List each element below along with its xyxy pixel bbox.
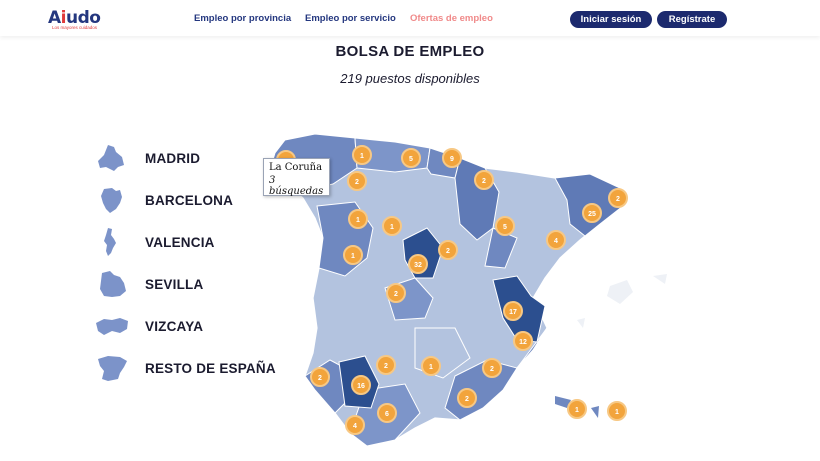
job-count-badge[interactable]: 2 [438, 240, 458, 260]
job-count-badge[interactable]: 5 [401, 148, 421, 168]
alicante-province [516, 327, 548, 369]
region-label: RESTO DE ESPAÑA [145, 361, 276, 376]
job-count-badge[interactable]: 4 [345, 415, 365, 435]
region-label: MADRID [145, 151, 201, 166]
job-count-badge[interactable]: 12 [513, 331, 533, 351]
logo-wordmark: Aiudo [48, 8, 101, 28]
job-count-badge[interactable]: 2 [347, 171, 367, 191]
region-label: BARCELONA [145, 193, 234, 208]
job-count-badge[interactable]: 2 [482, 358, 502, 378]
ibiza-island [577, 318, 585, 328]
region-resto-de-espana[interactable]: RESTO DE ESPAÑA [94, 353, 294, 385]
job-count-badge[interactable]: 2 [376, 355, 396, 375]
mallorca-island [607, 280, 633, 304]
menorca-island [653, 274, 667, 284]
job-count-badge[interactable]: 2 [474, 170, 494, 190]
region-label: VIZCAYA [145, 319, 204, 334]
job-count-badge[interactable]: 2 [457, 388, 477, 408]
region-label: SEVILLA [145, 277, 204, 292]
canary-island-east [591, 406, 599, 418]
job-count-badge[interactable]: 16 [351, 375, 371, 395]
region-barcelona[interactable]: BARCELONA [94, 185, 294, 217]
valencia-map-icon [104, 228, 116, 256]
logo-tagline: Los mayores cuidados [52, 25, 98, 30]
region-vizcaya[interactable]: VIZCAYA [94, 311, 294, 343]
nav-empleo-por-provincia[interactable]: Empleo por provincia [194, 13, 292, 24]
region-label: VALENCIA [145, 235, 215, 250]
job-count-badge[interactable]: 1 [421, 356, 441, 376]
job-count-badge[interactable]: 5 [495, 216, 515, 236]
province-tooltip: La Coruña 3 búsquedas [263, 158, 330, 197]
job-count-badge[interactable]: 1 [343, 245, 363, 265]
register-button[interactable]: Regístrate [657, 11, 727, 28]
vizcaya-map-icon [96, 318, 128, 335]
available-jobs-count: 219 puestos disponibles [340, 71, 480, 86]
page-title: BOLSA DE EMPLEO [335, 43, 485, 60]
job-count-badge[interactable]: 2 [608, 188, 628, 208]
nav-ofertas-de-empleo[interactable]: Ofertas de empleo [410, 13, 493, 24]
top-navigation-bar: Aiudo Los mayores cuidados Empleo por pr… [0, 0, 820, 36]
region-madrid[interactable]: MADRID [94, 143, 294, 175]
spain-map-icon [98, 356, 127, 381]
job-count-badge[interactable]: 1 [382, 216, 402, 236]
job-count-badge[interactable]: 1 [607, 401, 627, 421]
job-count-badge[interactable]: 2 [310, 367, 330, 387]
nav-empleo-por-servicio[interactable]: Empleo por servicio [305, 13, 396, 24]
job-count-badge[interactable]: 1 [352, 145, 372, 165]
job-count-badge[interactable]: 32 [408, 254, 428, 274]
barcelona-map-icon [101, 188, 122, 213]
job-count-badge[interactable]: 25 [582, 203, 602, 223]
madrid-map-icon [98, 145, 124, 171]
tooltip-search-count: 3 búsquedas [269, 175, 324, 197]
region-valencia[interactable]: VALENCIA [94, 227, 294, 259]
region-sevilla[interactable]: SEVILLA [94, 269, 294, 301]
job-count-badge[interactable]: 2 [386, 283, 406, 303]
job-count-badge[interactable]: 1 [348, 209, 368, 229]
sevilla-map-icon [100, 271, 126, 297]
aiudo-logo[interactable]: Aiudo Los mayores cuidados [48, 8, 108, 32]
login-button[interactable]: Iniciar sesión [570, 11, 652, 28]
job-count-badge[interactable]: 4 [546, 230, 566, 250]
job-count-badge[interactable]: 1 [567, 399, 587, 419]
job-count-badge[interactable]: 6 [377, 403, 397, 423]
job-count-badge[interactable]: 9 [442, 148, 462, 168]
job-count-badge[interactable]: 17 [503, 301, 523, 321]
tooltip-province-name: La Coruña [269, 162, 323, 173]
